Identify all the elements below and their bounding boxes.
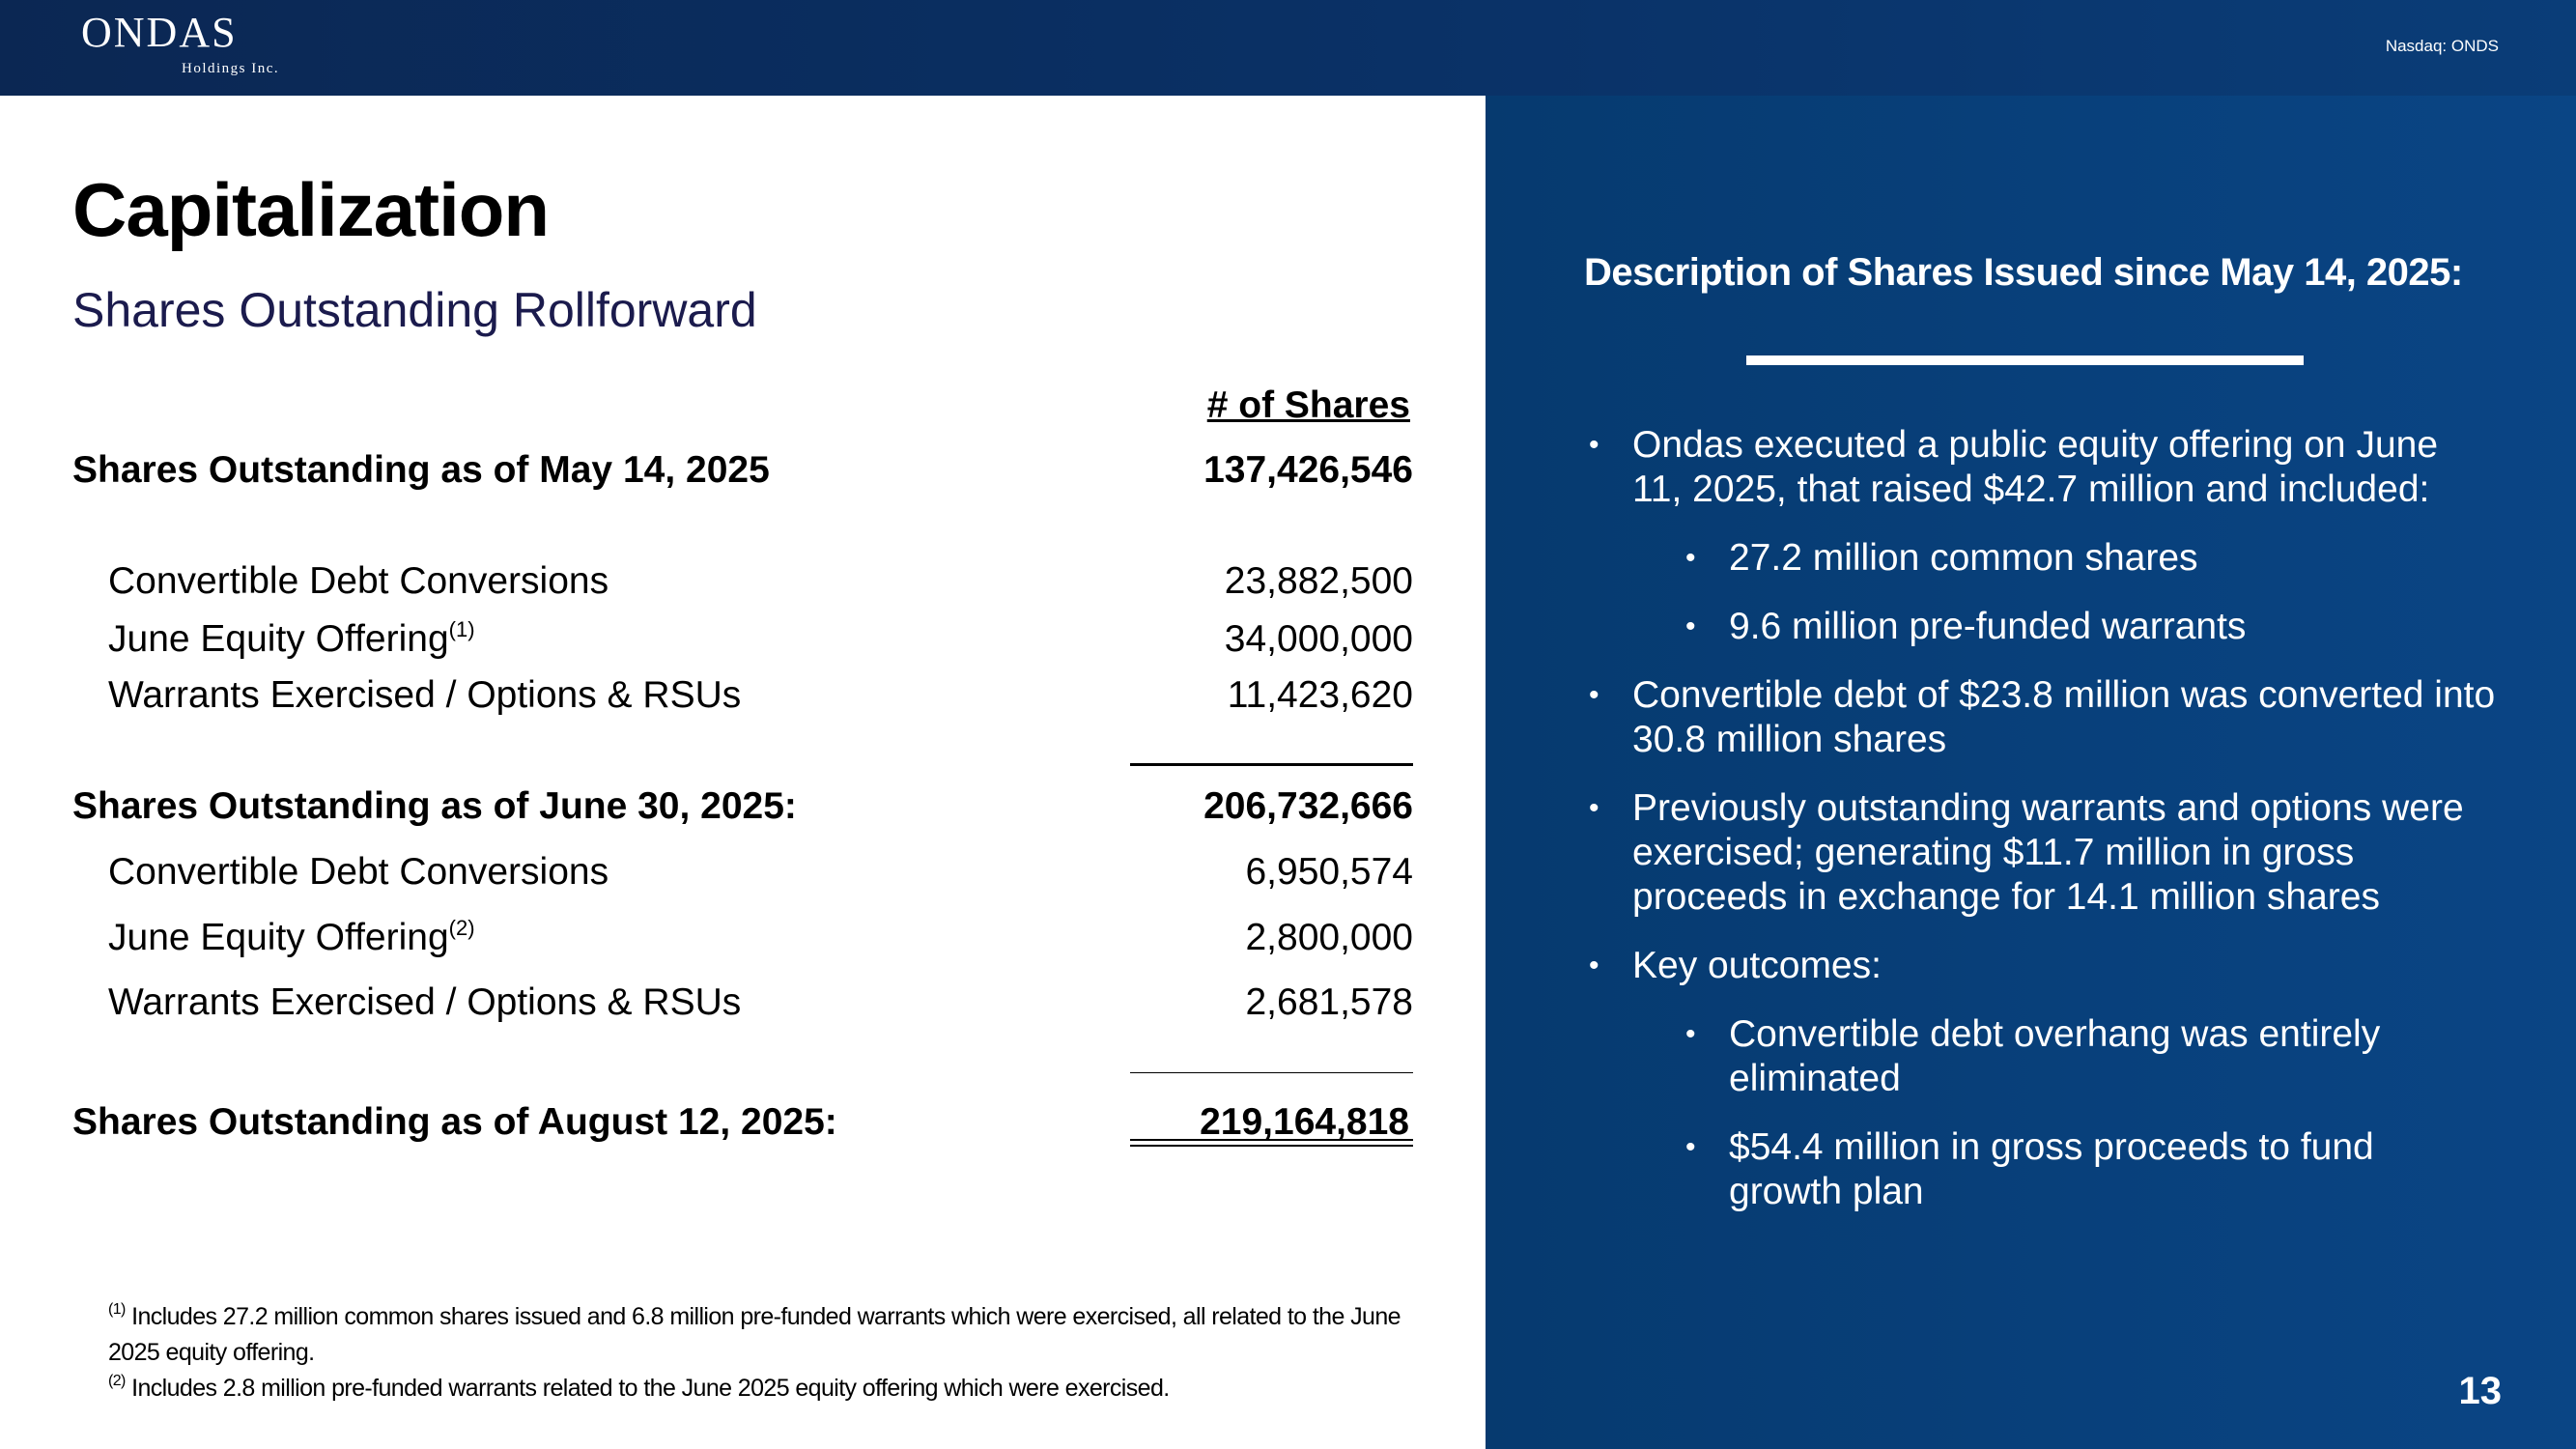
bullet-icon: • [1589, 792, 1599, 824]
ticker-label: Nasdaq: ONDS [2385, 37, 2499, 55]
row-label: Warrants Exercised / Options & RSUs [108, 674, 742, 716]
bullet-item: • Previously outstanding warrants and opt… [1589, 786, 2497, 920]
table-row: Warrants Exercised / Options & RSUs 11,42… [0, 671, 1413, 720]
description-bullets: • Ondas executed a public equity offering… [1589, 423, 2497, 1238]
company-logo-subtitle: Holdings Inc. [182, 61, 280, 76]
bullet-text: Ondas executed a public equity offering … [1632, 424, 2439, 510]
row-value: 34,000,000 [1224, 618, 1413, 660]
heading-divider [1746, 355, 2304, 365]
table-row: June Equity Offering(1) 34,000,000 [0, 615, 1413, 664]
row-label-text: June Equity Offering [108, 618, 449, 660]
bullet-text: 9.6 million pre-funded warrants [1729, 606, 2247, 647]
table-row: June Equity Offering(2) 2,800,000 [0, 914, 1413, 962]
double-rule-bottom [1130, 1145, 1413, 1147]
bullet-text: $54.4 million in gross proceeds to fund … [1729, 1126, 2374, 1212]
row-value: 219,164,818 [1200, 1101, 1409, 1143]
row-value: 11,423,620 [1227, 674, 1413, 716]
footnote-ref: (1) [448, 617, 475, 641]
row-label: Convertible Debt Conversions [108, 851, 609, 893]
footnotes: (1) Includes 27.2 million common shares … [108, 1299, 1422, 1406]
bullet-item: • Ondas executed a public equity offering… [1589, 423, 2497, 512]
footnote-mark: (1) [108, 1301, 126, 1318]
row-label: Shares Outstanding as of August 12, 2025… [72, 1101, 837, 1143]
page-subtitle: Shares Outstanding Rollforward [72, 283, 757, 337]
row-value: 2,800,000 [1245, 917, 1413, 958]
total-rule [1130, 1072, 1413, 1073]
page-number: 13 [2458, 1370, 2503, 1412]
description-heading: Description of Shares Issued since May 1… [1584, 251, 2463, 294]
page-title: Capitalization [72, 167, 550, 252]
bullet-icon: • [1589, 950, 1599, 981]
bullet-text: 27.2 million common shares [1729, 537, 2198, 579]
bullet-text: Key outcomes: [1632, 945, 1882, 986]
bullet-icon: • [1685, 542, 1696, 574]
bullet-text: Convertible debt of $23.8 million was co… [1632, 674, 2496, 760]
column-header-shares: # of Shares [1206, 384, 1410, 426]
row-label-text: June Equity Offering [108, 917, 449, 958]
footnote-text: Includes 27.2 million common shares issu… [108, 1303, 1401, 1366]
table-row: Convertible Debt Conversions 6,950,574 [0, 848, 1413, 896]
bullet-icon: • [1685, 1018, 1696, 1050]
footnote-text: Includes 2.8 million pre-funded warrants… [125, 1375, 1170, 1402]
table-row: Warrants Exercised / Options & RSUs 2,681… [0, 979, 1413, 1027]
table-row: Shares Outstanding as of May 14, 2025 137… [0, 446, 1413, 495]
footnote-2: (2) Includes 2.8 million pre-funded warr… [108, 1371, 1422, 1406]
table-row: Shares Outstanding as of August 12, 2025… [0, 1098, 1413, 1147]
row-label: Warrants Exercised / Options & RSUs [108, 981, 742, 1023]
bullet-text: Convertible debt overhang was entirely e… [1729, 1013, 2381, 1099]
footnote-1: (1) Includes 27.2 million common shares … [108, 1299, 1422, 1371]
bullet-item: • Convertible debt of $23.8 million was c… [1589, 673, 2497, 762]
table-row: Convertible Debt Conversions 23,882,500 [0, 557, 1413, 606]
row-label: June Equity Offering(1) [108, 615, 475, 664]
sub-bullet-item: • Convertible debt overhang was entirely … [1589, 1012, 2497, 1101]
sub-bullet-item: • $54.4 million in gross proceeds to fund… [1589, 1125, 2497, 1214]
row-label: Convertible Debt Conversions [108, 560, 609, 602]
description-panel [1486, 96, 2576, 1449]
bullet-icon: • [1589, 679, 1599, 711]
row-label: Shares Outstanding as of June 30, 2025: [72, 785, 797, 827]
sub-bullet-item: • 27.2 million common shares [1589, 536, 2497, 581]
sub-bullet-item: • 9.6 million pre-funded warrants [1589, 605, 2497, 649]
row-value: 206,732,666 [1203, 785, 1413, 827]
row-value: 23,882,500 [1224, 560, 1413, 602]
bullet-icon: • [1685, 1131, 1696, 1163]
bullet-icon: • [1589, 429, 1599, 461]
bullet-icon: • [1685, 611, 1696, 642]
row-label: June Equity Offering(2) [108, 914, 475, 962]
subtotal-rule [1130, 763, 1413, 766]
row-label: Shares Outstanding as of May 14, 2025 [72, 449, 770, 491]
bullet-text: Previously outstanding warrants and opti… [1632, 787, 2464, 918]
header-bar [0, 0, 2576, 96]
row-value: 2,681,578 [1245, 981, 1413, 1023]
double-rule-top [1130, 1139, 1413, 1141]
row-value: 137,426,546 [1203, 449, 1413, 491]
footnote-mark: (2) [108, 1373, 126, 1389]
row-value: 6,950,574 [1245, 851, 1413, 893]
bullet-item: • Key outcomes: [1589, 944, 2497, 988]
company-logo: ONDAS [81, 9, 238, 56]
footnote-ref: (2) [448, 916, 475, 940]
table-row: Shares Outstanding as of June 30, 2025: 2… [0, 782, 1413, 831]
